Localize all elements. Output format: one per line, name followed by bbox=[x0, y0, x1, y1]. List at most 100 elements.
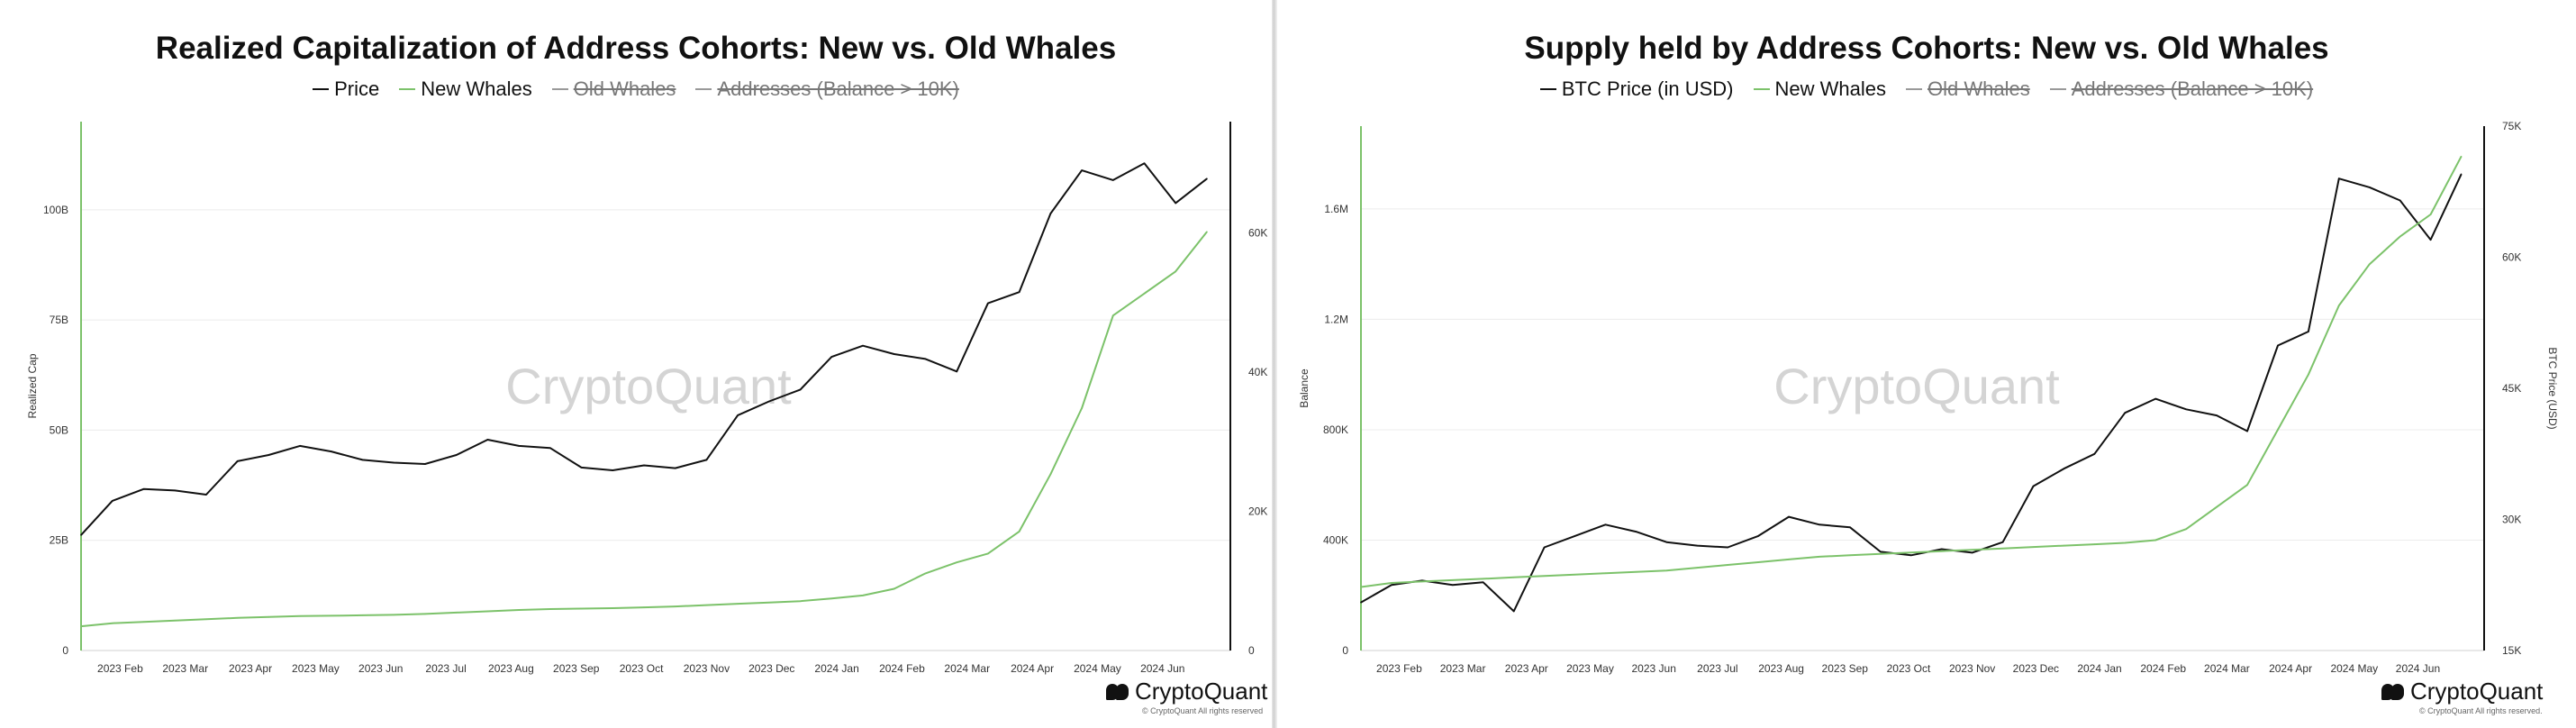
x-tick-label: 2024 Jun bbox=[2396, 662, 2440, 675]
legend-item-addresses[interactable]: Addresses (Balance > 10K) bbox=[695, 77, 959, 101]
legend-item-old-whales[interactable]: Old Whales bbox=[1906, 77, 2030, 101]
data-point-price bbox=[518, 445, 520, 447]
data-point-btc-price-in-usd bbox=[1727, 546, 1728, 549]
data-point-new-whales bbox=[1111, 314, 1114, 317]
data-point-new-whales bbox=[2277, 429, 2279, 431]
legend-item-new-whales[interactable]: New Whales bbox=[1753, 77, 1886, 101]
data-point-btc-price-in-usd bbox=[2308, 331, 2309, 332]
legend-swatch bbox=[1539, 88, 1556, 90]
data-point-price bbox=[1081, 169, 1083, 171]
legend-item-old-whales[interactable]: Old Whales bbox=[551, 77, 676, 101]
y-tick-label: 1.6M bbox=[1324, 203, 1348, 215]
data-point-new-whales bbox=[2216, 505, 2218, 508]
data-point-new-whales bbox=[580, 607, 583, 610]
x-tick-label: 2024 Mar bbox=[944, 662, 990, 675]
data-point-new-whales bbox=[1696, 567, 1699, 569]
x-tick-label: 2023 Dec bbox=[748, 662, 794, 675]
data-point-new-whales bbox=[737, 603, 739, 605]
x-tick-label: 2023 May bbox=[1566, 662, 1614, 675]
data-point-price bbox=[549, 447, 551, 450]
chart-title: Supply held by Address Cohorts: New vs. … bbox=[1524, 31, 2329, 66]
data-point-new-whales bbox=[1143, 292, 1146, 295]
data-point-new-whales bbox=[174, 619, 176, 622]
data-point-new-whales bbox=[612, 607, 614, 609]
data-point-price bbox=[893, 353, 895, 355]
data-point-new-whales bbox=[2246, 484, 2248, 487]
y-tick-label: 800K bbox=[1323, 423, 1348, 436]
legend-item-price[interactable]: Price bbox=[313, 77, 379, 101]
brand-name: CryptoQuant bbox=[2410, 678, 2544, 705]
data-point-btc-price-in-usd bbox=[1757, 535, 1759, 537]
chart-legend: BTC Price (in USD) New Whales Old Whales… bbox=[1277, 77, 2576, 101]
data-point-new-whales bbox=[2308, 373, 2309, 376]
x-tick-label: 2023 Mar bbox=[162, 662, 208, 675]
data-point-new-whales bbox=[80, 625, 82, 627]
x-tick-label: 2023 Oct bbox=[620, 662, 664, 675]
x-tick-label: 2024 Feb bbox=[2140, 662, 2186, 675]
data-point-price bbox=[1111, 179, 1114, 181]
data-point-btc-price-in-usd bbox=[1451, 584, 1454, 587]
data-point-price bbox=[987, 302, 989, 305]
data-point-new-whales bbox=[1175, 270, 1177, 273]
data-point-btc-price-in-usd bbox=[2277, 344, 2279, 347]
x-tick-label: 2023 Jun bbox=[1631, 662, 1675, 675]
y-axis-label: Realized Cap bbox=[26, 353, 39, 418]
data-point-btc-price-in-usd bbox=[1665, 541, 1668, 543]
data-point-new-whales bbox=[2124, 541, 2127, 544]
copyright-text: © CryptoQuant All rights reserved bbox=[1142, 706, 1264, 715]
legend-item-btc-price[interactable]: BTC Price (in USD) bbox=[1539, 77, 1734, 101]
data-point-price bbox=[612, 469, 614, 471]
data-point-price bbox=[80, 533, 82, 536]
data-point-price bbox=[768, 400, 770, 403]
data-point-new-whales bbox=[1940, 550, 1943, 552]
data-point-price bbox=[705, 459, 708, 461]
data-point-price bbox=[486, 439, 489, 441]
data-point-new-whales bbox=[705, 604, 708, 606]
data-point-price bbox=[205, 494, 207, 496]
data-point-new-whales bbox=[799, 600, 802, 603]
data-point-new-whales bbox=[1451, 579, 1454, 581]
chart-title: Realized Capitalization of Address Cohor… bbox=[155, 31, 1117, 66]
data-point-price bbox=[268, 454, 270, 456]
brand-name: CryptoQuant bbox=[1135, 678, 1268, 705]
x-tick-label: 2023 Sep bbox=[1822, 662, 1869, 675]
legend-label: Addresses (Balance > 10K) bbox=[717, 77, 959, 100]
data-point-new-whales bbox=[2093, 543, 2096, 545]
data-point-new-whales bbox=[1421, 580, 1423, 583]
x-tick-label: 2023 Jul bbox=[1697, 662, 1737, 675]
x-tick-label: 2024 Apr bbox=[2269, 662, 2312, 675]
legend-label: Price bbox=[334, 77, 380, 100]
data-point-price bbox=[674, 467, 676, 469]
data-point-new-whales bbox=[1971, 549, 1973, 551]
data-point-btc-price-in-usd bbox=[2246, 430, 2248, 432]
chart-panel-supply: Supply held by Address Cohorts: New vs. … bbox=[1277, 0, 2576, 728]
data-point-price bbox=[1049, 213, 1052, 214]
data-point-new-whales bbox=[1604, 572, 1607, 575]
data-point-new-whales bbox=[987, 552, 989, 555]
data-point-btc-price-in-usd bbox=[1482, 581, 1484, 584]
data-point-new-whales bbox=[486, 610, 489, 613]
y2-tick-label: 20K bbox=[1248, 505, 1267, 518]
legend-swatch bbox=[1753, 88, 1770, 90]
x-tick-label: 2023 Apr bbox=[229, 662, 272, 675]
legend-label: BTC Price (in USD) bbox=[1561, 77, 1734, 100]
data-point-new-whales bbox=[549, 608, 551, 610]
legend-swatch bbox=[313, 88, 330, 90]
data-point-price bbox=[1206, 177, 1208, 180]
legend-swatch bbox=[399, 88, 416, 90]
data-point-btc-price-in-usd bbox=[1696, 544, 1699, 547]
data-point-price bbox=[174, 489, 176, 492]
legend-item-addresses[interactable]: Addresses (Balance > 10K) bbox=[2049, 77, 2313, 101]
data-point-btc-price-in-usd bbox=[2154, 397, 2157, 400]
data-point-price bbox=[1143, 162, 1146, 165]
data-point-btc-price-in-usd bbox=[2001, 541, 2004, 543]
y-tick-label: 400K bbox=[1323, 533, 1348, 546]
legend-item-new-whales[interactable]: New Whales bbox=[399, 77, 532, 101]
data-point-new-whales bbox=[2460, 155, 2463, 158]
data-point-btc-price-in-usd bbox=[1574, 535, 1576, 537]
legend-label: Old Whales bbox=[1927, 77, 2030, 100]
data-point-new-whales bbox=[205, 618, 207, 621]
x-tick-label: 2023 Jun bbox=[358, 662, 403, 675]
data-point-new-whales bbox=[1635, 570, 1637, 573]
data-point-btc-price-in-usd bbox=[2338, 177, 2340, 179]
